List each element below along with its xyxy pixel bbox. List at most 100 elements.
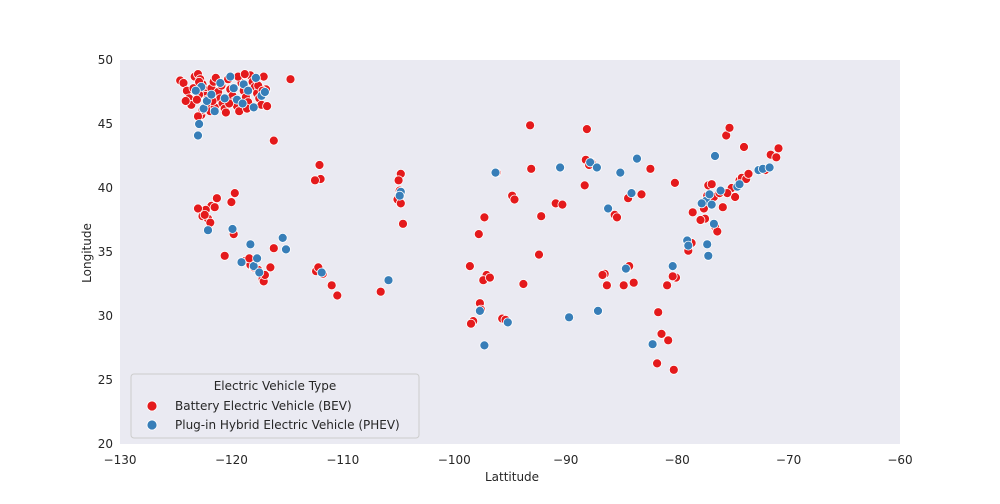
bev-point (466, 318, 476, 329)
x-tick-label: −120 (215, 453, 248, 467)
bev-point (265, 262, 276, 273)
bev-point (239, 69, 250, 79)
phev-point (490, 167, 501, 178)
phev-point (479, 340, 490, 351)
phev-point (193, 130, 203, 141)
bev-point (667, 271, 678, 282)
bev-point (597, 270, 608, 280)
legend-marker-bev (146, 400, 158, 412)
phev-point (709, 218, 719, 229)
bev-point (393, 175, 404, 186)
phev-point (615, 167, 626, 178)
y-tick-label: 25 (98, 373, 113, 387)
bev-point (743, 168, 754, 179)
legend: Electric Vehicle Type Battery Electric V… (130, 373, 420, 439)
phev-point (683, 240, 694, 251)
x-tick-label: −90 (553, 453, 578, 467)
bev-point (602, 280, 612, 291)
phev-point (592, 162, 602, 173)
phev-point (277, 232, 288, 243)
bev-point (199, 209, 210, 220)
phev-point (564, 312, 574, 323)
phev-point (702, 239, 713, 250)
bev-point (484, 272, 495, 283)
x-tick-label: −110 (326, 453, 359, 467)
bev-point (618, 280, 629, 291)
bev-point (652, 358, 662, 369)
bev-point (326, 280, 337, 291)
x-axis-label: Lattitude (485, 470, 539, 484)
bev-point (695, 215, 706, 225)
bev-point (653, 307, 664, 318)
phev-point (555, 162, 565, 173)
bev-point (628, 277, 639, 288)
phev-point (215, 78, 226, 88)
bev-point (730, 192, 740, 202)
phev-point (281, 244, 291, 255)
phev-point (764, 162, 775, 173)
bev-point (663, 335, 674, 346)
bev-point (268, 243, 279, 254)
bev-point (509, 194, 520, 205)
phev-point (259, 87, 270, 97)
bev-point (724, 122, 735, 133)
phev-point (248, 102, 259, 113)
bev-point (285, 74, 296, 85)
phev-point (203, 225, 213, 236)
x-tick-label: −60 (887, 453, 912, 467)
phev-point (715, 185, 726, 196)
bev-point (518, 279, 529, 289)
bev-point (398, 218, 408, 229)
bev-point (262, 101, 273, 111)
bev-point (193, 203, 203, 214)
phev-point (667, 261, 678, 272)
bev-point (332, 290, 343, 301)
bev-point (636, 189, 647, 200)
phev-point (190, 85, 201, 96)
x-tick-label: −100 (438, 453, 471, 467)
bev-point (314, 160, 325, 170)
phev-point (593, 305, 603, 316)
bev-point (579, 180, 590, 191)
bev-point (180, 96, 191, 106)
bev-point (209, 202, 220, 213)
phev-point (706, 199, 717, 210)
phev-point (703, 250, 714, 261)
bev-point (739, 142, 749, 152)
legend-label-bev: Battery Electric Vehicle (BEV) (175, 399, 352, 413)
x-tick-label: −70 (776, 453, 801, 467)
phev-point (206, 89, 217, 100)
bev-point (211, 193, 222, 204)
phev-point (474, 305, 485, 316)
points-layer (175, 69, 784, 375)
bev-point (582, 124, 592, 135)
phev-point (227, 224, 238, 234)
bev-point (773, 143, 784, 154)
bev-point (375, 286, 386, 297)
legend-title: Electric Vehicle Type (214, 379, 337, 393)
bev-point (526, 163, 537, 174)
phev-point (250, 73, 261, 83)
phev-point (647, 339, 658, 350)
phev-point (585, 157, 596, 168)
bev-point (536, 211, 547, 222)
bev-point (662, 280, 672, 291)
bev-point (668, 364, 679, 375)
bev-point (473, 229, 484, 240)
bev-point (220, 107, 231, 118)
phev-point (632, 153, 642, 164)
phev-point (228, 83, 239, 94)
bev-point (645, 163, 656, 174)
y-tick-label: 50 (98, 53, 113, 67)
y-tick-label: 20 (98, 437, 113, 451)
legend-marker-phev (146, 419, 158, 431)
bev-point (479, 212, 490, 223)
phev-point (252, 253, 263, 264)
phev-point (704, 189, 715, 200)
phev-point (194, 119, 205, 129)
phev-point (219, 93, 230, 104)
phev-point (710, 151, 720, 161)
bev-point (687, 207, 698, 218)
